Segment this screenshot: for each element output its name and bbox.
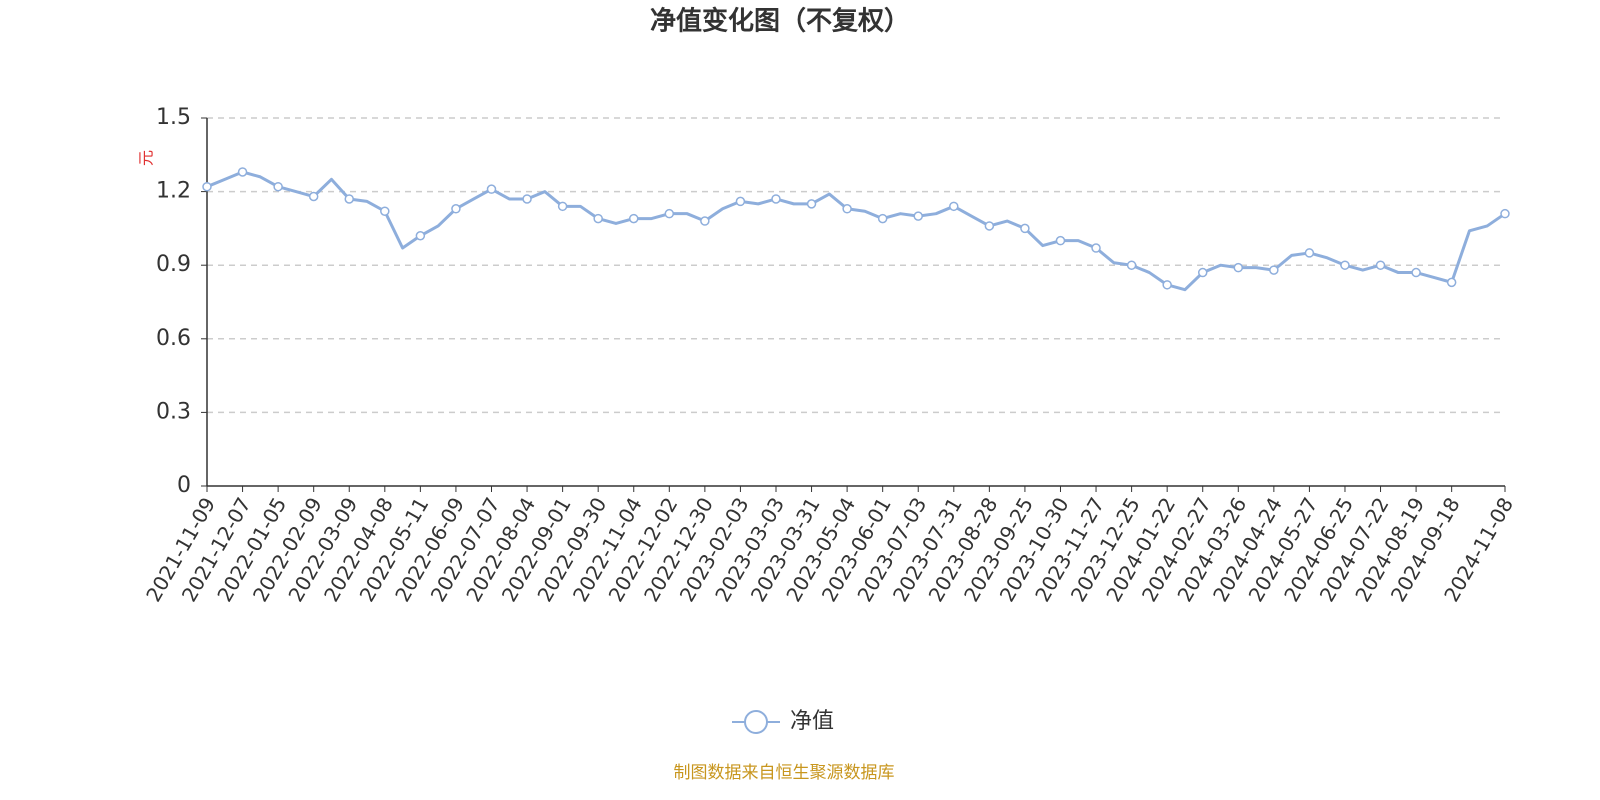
point-marker (202, 181, 212, 192)
point-marker (308, 191, 319, 202)
legend-marker (744, 710, 768, 734)
point-marker (628, 213, 639, 224)
point-marker (1162, 280, 1172, 290)
point-marker (1375, 260, 1386, 270)
point-marker (593, 213, 603, 224)
point-marker (913, 211, 923, 221)
point-marker (1055, 235, 1066, 246)
point-marker (1340, 260, 1350, 270)
point-marker (237, 167, 248, 177)
chart-title: 净值变化图（不复权） (650, 6, 910, 37)
point-marker (1197, 267, 1208, 278)
point-marker (1020, 223, 1030, 234)
point-marker (949, 201, 959, 212)
y-tick-label: 0.9 (156, 252, 191, 277)
point-marker (771, 194, 781, 204)
y-axis-label: 元 (137, 150, 156, 166)
source-note: 制图数据来自恒生聚源数据库 (674, 763, 895, 783)
point-marker (522, 194, 532, 204)
point-marker (451, 204, 461, 214)
point-marker (1091, 243, 1101, 253)
y-tick-label: 1.2 (156, 179, 191, 204)
point-marker (664, 208, 675, 219)
point-marker (380, 206, 390, 216)
point-marker (1411, 267, 1421, 278)
point-marker (1126, 260, 1137, 270)
point-marker (273, 181, 283, 192)
point-marker (806, 199, 817, 209)
series-line (206, 170, 1506, 292)
point-marker (1233, 262, 1244, 273)
y-tick-label: 0.3 (156, 399, 191, 424)
point-marker (1446, 277, 1457, 288)
point-marker (842, 204, 852, 214)
point-marker (1269, 265, 1279, 275)
legend-label: 净值 (790, 709, 834, 734)
y-tick-label: 1.5 (156, 105, 191, 130)
y-tick-label: 0 (177, 473, 191, 498)
point-marker (415, 231, 426, 241)
point-marker (344, 194, 354, 204)
point-marker (700, 216, 710, 226)
y-tick-label: 0.6 (156, 326, 191, 351)
point-marker (1500, 208, 1510, 219)
point-marker (877, 213, 888, 224)
point-marker (984, 221, 995, 231)
point-marker (1304, 248, 1315, 258)
point-marker (735, 196, 746, 207)
point-marker (557, 201, 568, 212)
point-marker (486, 184, 497, 194)
